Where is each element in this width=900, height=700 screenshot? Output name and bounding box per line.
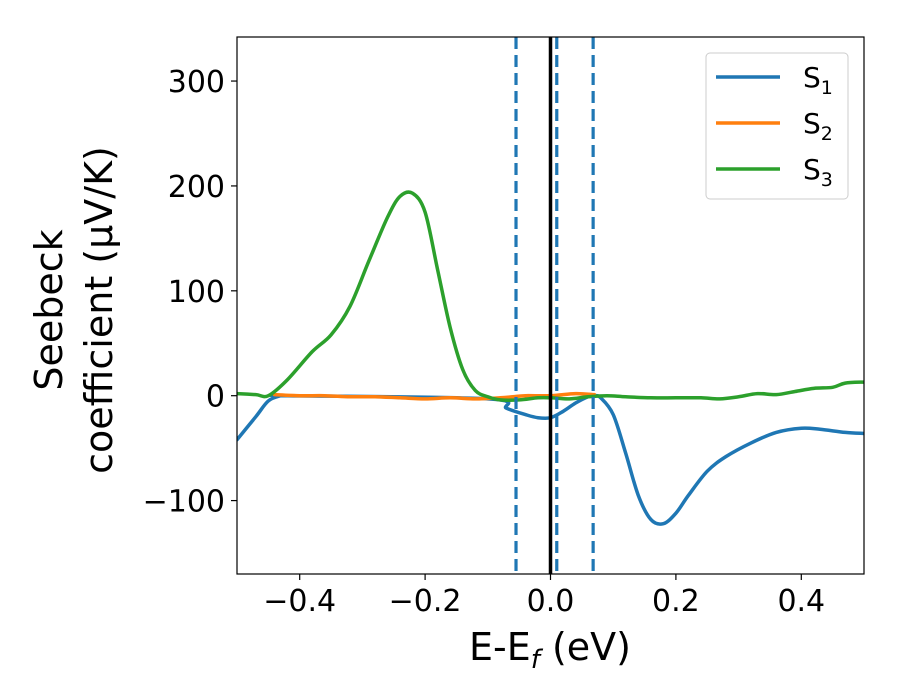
legend-label-s1: S1	[803, 61, 833, 99]
x-tick-label: −0.2	[389, 584, 462, 619]
y-axis-label-line1: Seebeck	[27, 229, 71, 390]
x-tick-label: −0.4	[263, 584, 336, 619]
x-axis-ticks: −0.4 −0.2 0.0 0.2 0.4	[263, 574, 825, 619]
x-tick-label: 0.4	[777, 584, 825, 619]
x-axis-label: E-Ef (eV)	[469, 625, 631, 675]
x-axis-label-unit: (eV)	[540, 625, 631, 669]
legend-entries: S1 S2 S3	[716, 61, 833, 191]
legend-box	[705, 52, 849, 200]
x-axis-label-main: E-E	[469, 625, 531, 669]
y-tick-label: 0	[206, 380, 225, 415]
legend: S1 S2 S3	[705, 52, 849, 200]
legend-label-s2: S2	[803, 107, 833, 145]
vertical-markers	[514, 37, 595, 574]
y-axis-label-line2: coefficient (μV/K)	[77, 146, 121, 474]
x-tick-label: 0.0	[527, 584, 575, 619]
x-tick-label: 0.2	[652, 584, 700, 619]
series-lines	[237, 190, 864, 526]
y-tick-label: 300	[168, 65, 225, 100]
y-tick-label: 200	[168, 170, 225, 205]
y-tick-label: −100	[143, 485, 225, 520]
legend-label-s3: S3	[803, 153, 833, 191]
y-axis-ticks: −100 0 100 200 300	[143, 65, 237, 520]
y-tick-label: 100	[168, 275, 225, 310]
series-line-s3	[237, 190, 864, 402]
series-line-s2	[272, 391, 597, 401]
